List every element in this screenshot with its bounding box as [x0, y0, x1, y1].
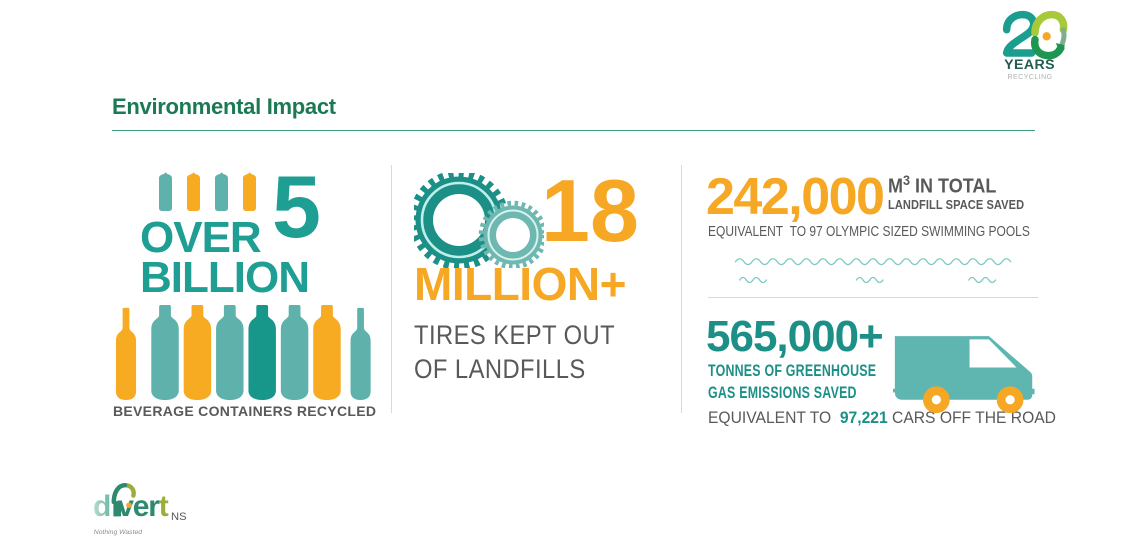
- svg-text:YEARS: YEARS: [1004, 57, 1055, 73]
- svg-text:RECYCLING: RECYCLING: [1008, 73, 1053, 81]
- svg-text:Nothing Wasted: Nothing Wasted: [94, 529, 142, 536]
- svg-text:NS: NS: [171, 511, 187, 523]
